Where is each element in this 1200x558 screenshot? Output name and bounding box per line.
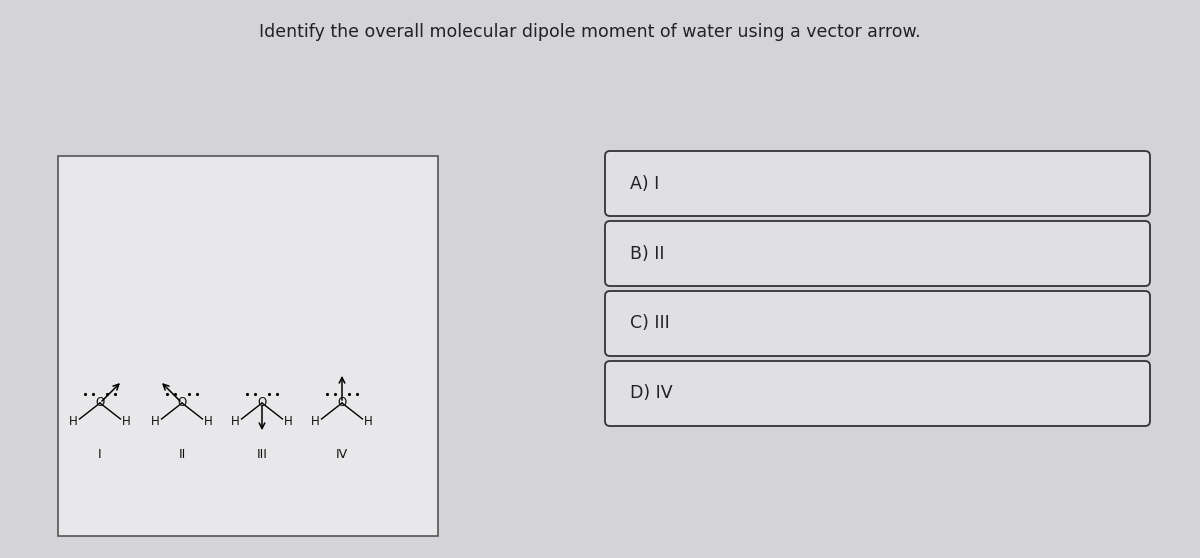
Text: H: H [284,415,293,427]
Text: H: H [204,415,212,427]
Text: B) II: B) II [630,244,665,262]
Text: II: II [179,449,186,461]
Text: H: H [122,415,131,427]
Text: III: III [257,449,268,461]
FancyBboxPatch shape [605,361,1150,426]
Text: H: H [151,415,160,427]
Text: O: O [95,397,104,410]
FancyBboxPatch shape [605,221,1150,286]
Text: H: H [70,415,78,427]
Text: Identify the overall molecular dipole moment of water using a vector arrow.: Identify the overall molecular dipole mo… [259,23,920,41]
Text: H: H [232,415,240,427]
Text: IV: IV [336,449,348,461]
FancyBboxPatch shape [605,151,1150,216]
Text: I: I [98,449,102,461]
Text: D) IV: D) IV [630,384,673,402]
Text: A) I: A) I [630,175,659,193]
Text: O: O [257,397,266,410]
FancyBboxPatch shape [58,156,438,536]
Text: H: H [364,415,373,427]
Text: H: H [311,415,320,427]
Text: O: O [337,397,347,410]
Text: O: O [178,397,187,410]
Text: C) III: C) III [630,315,670,333]
FancyBboxPatch shape [605,291,1150,356]
